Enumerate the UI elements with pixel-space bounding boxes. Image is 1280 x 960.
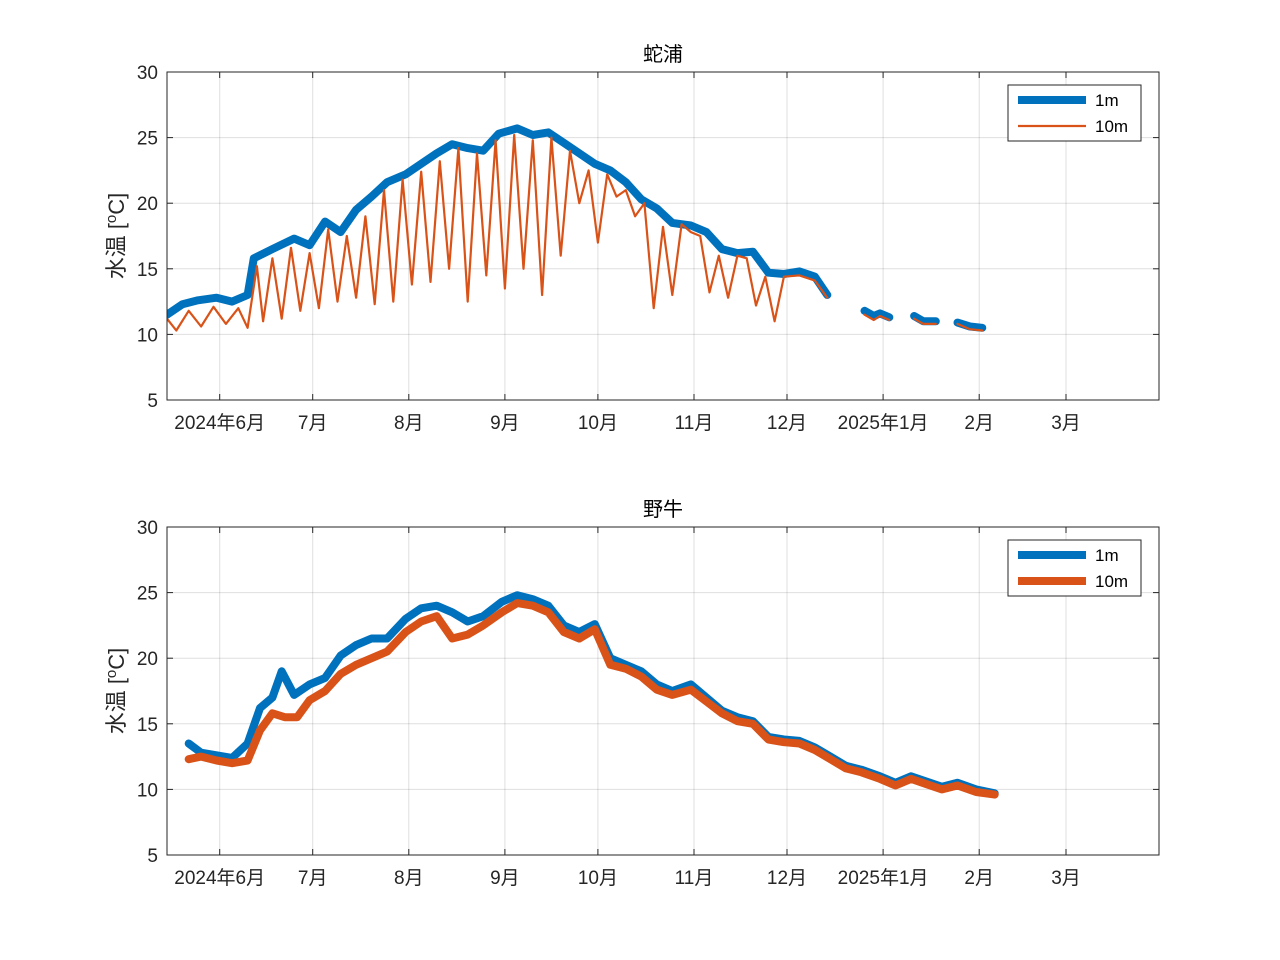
y-tick-label: 10: [137, 780, 158, 801]
x-tick-label: 7月: [298, 868, 328, 889]
x-tick-label: 2025年1月: [838, 412, 929, 434]
x-tick-label: 2月: [964, 413, 994, 434]
y-tick-label: 20: [137, 194, 158, 215]
x-tick-label: 8月: [394, 413, 424, 434]
x-tick-label: 9月: [490, 413, 520, 434]
series-line-1m: [167, 124, 832, 319]
y-tick-label: 30: [137, 518, 158, 539]
series-line-10m: [863, 313, 891, 322]
plot-area: [167, 124, 987, 332]
x-tick-label: 11月: [675, 413, 714, 434]
legend-label-1m: 1m: [1095, 91, 1119, 110]
series-line-10m: [167, 133, 829, 332]
series-line-1m: [184, 591, 999, 798]
y-tick-label: 5: [147, 391, 158, 412]
chart-title: 野牛: [643, 498, 683, 521]
legend-box: [1007, 84, 1142, 142]
series-line-1m: [953, 318, 987, 332]
x-tick-label: 7月: [298, 413, 328, 434]
legend-label-10m: 10m: [1095, 117, 1128, 136]
chart-panel-nouchi: 5 10 15 20 25 30 2024年6月 7月 8月 9月 10月 11月 12月 2025年1月…: [103, 498, 1160, 889]
x-tick-label: 11月: [675, 868, 714, 889]
series-line-1m: [860, 306, 894, 322]
y-tick-label: 30: [137, 63, 158, 84]
y-tick-label: 20: [137, 649, 158, 670]
y-axis-label: 水温 [oC]: [103, 648, 130, 735]
y-tick-label: 25: [137, 584, 158, 605]
legend-box: [1007, 539, 1142, 597]
series-line-10m: [912, 317, 937, 325]
y-tick-label: 15: [137, 260, 158, 281]
y-axis-label: 水温 [oC]: [103, 193, 130, 280]
x-tick-label: 10月: [578, 868, 618, 889]
y-tick-label: 10: [137, 325, 158, 346]
legend-label-10m: 10m: [1095, 572, 1128, 591]
x-tick-label: 12月: [767, 868, 807, 889]
series-line-1m: [910, 312, 940, 326]
y-tick-label: 25: [137, 129, 158, 150]
x-tick-label: 2024年6月: [174, 412, 265, 434]
x-tick-label: 12月: [767, 413, 807, 434]
series-line-10m: [184, 599, 999, 799]
x-tick-label: 2024年6月: [174, 867, 265, 889]
chart-panel-shihoura: 5 10 15 20 25 30 2024年6月 7月 8月 9月 10月 11月 12月 2025年1月…: [103, 43, 1160, 434]
axis-box: [166, 71, 1160, 401]
x-tick-label: 9月: [490, 868, 520, 889]
y-tick-label: 15: [137, 715, 158, 736]
series-line-10m: [956, 322, 984, 332]
x-tick-label: 2025年1月: [838, 867, 929, 889]
y-tick-label: 5: [147, 846, 158, 867]
x-tick-label: 3月: [1051, 868, 1081, 889]
x-tick-label: 2月: [964, 868, 994, 889]
x-tick-label: 8月: [394, 868, 424, 889]
chart-title: 蛇浦: [643, 43, 683, 66]
x-tick-label: 3月: [1051, 413, 1081, 434]
legend-label-1m: 1m: [1095, 546, 1119, 565]
x-tick-label: 10月: [578, 413, 618, 434]
axis-box: [166, 526, 1160, 856]
plot-area: [184, 591, 999, 799]
